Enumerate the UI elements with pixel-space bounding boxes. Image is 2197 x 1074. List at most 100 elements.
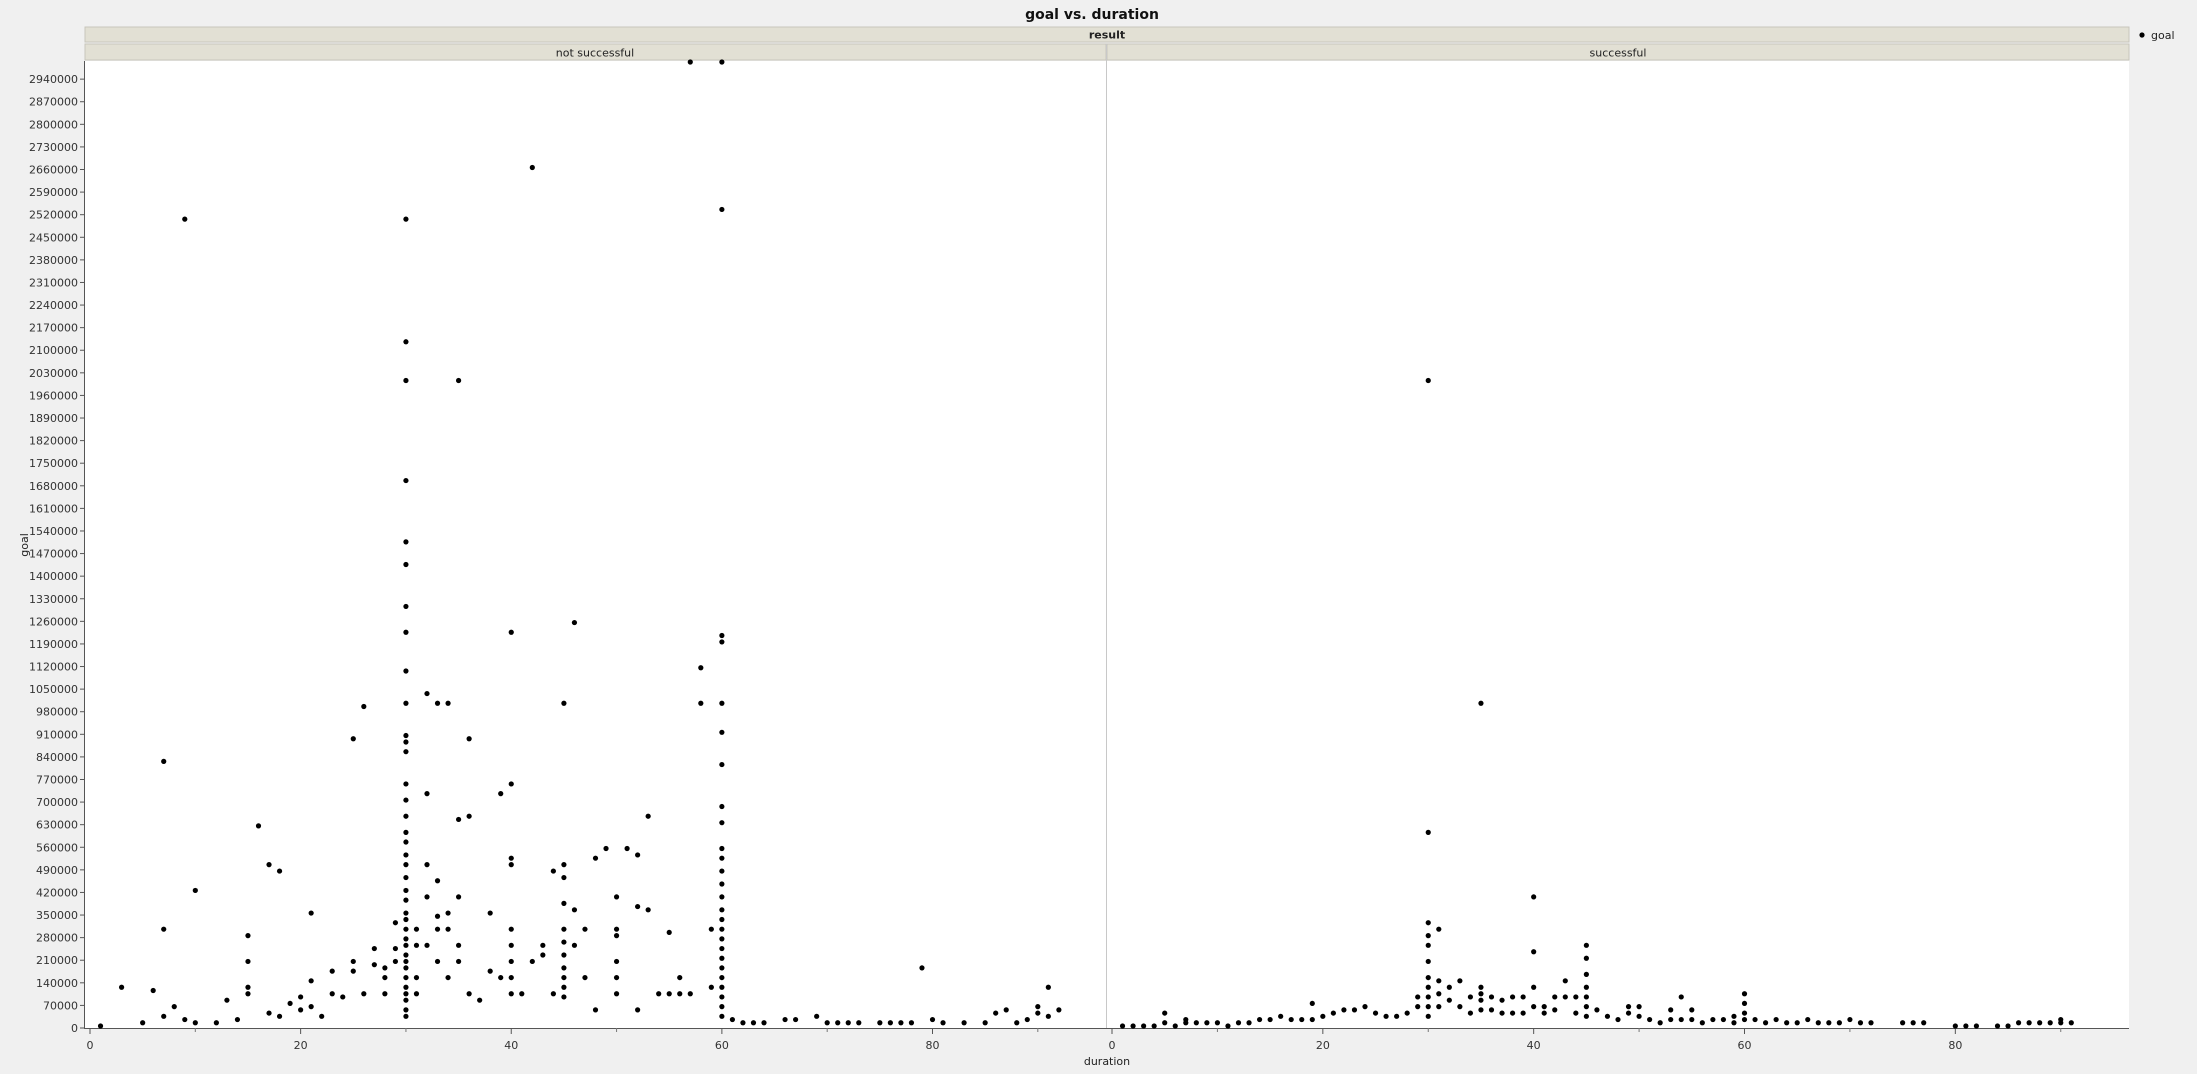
data-point (255, 823, 262, 829)
data-point (919, 965, 925, 971)
data-point (1994, 1023, 2001, 1029)
data-point (540, 952, 546, 958)
data-point (403, 910, 409, 916)
data-point (1794, 1020, 1800, 1026)
x-tick-label: 60 (715, 1039, 729, 1052)
y-tick-label: 2940000 (29, 73, 78, 86)
data-point (1562, 994, 1568, 1000)
data-point (508, 781, 514, 787)
data-point (887, 1020, 893, 1026)
data-point (719, 59, 725, 65)
data-point (1857, 1020, 1864, 1026)
y-tick-label: 2240000 (29, 299, 78, 312)
data-point (1963, 1023, 1969, 1029)
data-point (1615, 1016, 1621, 1023)
data-point (466, 736, 472, 742)
data-point (403, 477, 409, 484)
data-point (1330, 1010, 1336, 1016)
data-point (719, 894, 725, 900)
data-point (403, 668, 409, 674)
data-point (1309, 1000, 1315, 1007)
y-tick-label: 2170000 (29, 322, 78, 335)
data-point (529, 958, 535, 965)
data-point (445, 926, 451, 932)
data-point (403, 974, 409, 981)
y-tick-label: 1890000 (29, 412, 78, 425)
y-axis-label: goal (18, 533, 31, 557)
data-point (719, 907, 725, 913)
y-tick-label: 1190000 (29, 638, 78, 651)
data-point (118, 984, 125, 990)
data-point (835, 1020, 841, 1026)
data-point (403, 936, 409, 942)
data-point (192, 887, 198, 894)
data-point (1478, 1007, 1484, 1013)
data-point (508, 862, 514, 868)
data-point (1425, 829, 1431, 835)
data-point (761, 1020, 767, 1026)
data-point (1467, 1010, 1474, 1016)
data-point (1731, 1013, 1737, 1019)
data-point (1193, 1020, 1199, 1026)
data-point (361, 991, 367, 997)
data-point (1520, 1010, 1526, 1016)
y-tick-label: 2100000 (29, 344, 78, 357)
data-point (245, 984, 251, 990)
data-point (2047, 1020, 2053, 1026)
data-point (1436, 926, 1442, 932)
data-point (1003, 1007, 1009, 1013)
data-point (182, 1016, 188, 1023)
data-point (392, 958, 399, 965)
data-point (1583, 994, 1589, 1000)
data-point (1583, 1004, 1589, 1010)
data-point (1415, 1004, 1421, 1010)
data-point (1868, 1020, 1874, 1026)
data-point (1183, 1016, 1189, 1023)
data-point (1214, 1020, 1221, 1026)
data-point (508, 926, 514, 932)
data-point (382, 974, 388, 981)
data-point (1383, 1013, 1389, 1019)
data-point (1741, 1010, 1748, 1016)
group-header-label: result (1089, 29, 1125, 42)
data-point (1689, 1016, 1695, 1023)
data-point (550, 868, 556, 874)
data-point (1436, 1004, 1442, 1010)
data-point (434, 700, 441, 706)
data-point (687, 991, 693, 997)
data-point (392, 945, 399, 952)
data-point (719, 881, 725, 887)
data-point (403, 781, 409, 787)
data-point (466, 813, 472, 819)
data-point (455, 377, 462, 384)
x-axis-label: duration (1084, 1055, 1130, 1068)
data-point (719, 1013, 725, 1019)
x-tick-label: 0 (1109, 1039, 1116, 1052)
data-point (845, 1020, 851, 1026)
data-point (656, 991, 662, 997)
data-point (455, 958, 462, 965)
data-point (561, 984, 567, 990)
y-tick-label: 2450000 (29, 231, 78, 244)
data-point (97, 1023, 104, 1029)
data-point (477, 997, 483, 1003)
data-point (182, 216, 188, 222)
data-point (1341, 1007, 1347, 1013)
data-point (350, 968, 356, 974)
data-point (1520, 994, 1526, 1000)
data-point (908, 1020, 915, 1026)
x-axis-ticks: 0 20 40 60 80 0 20 40 60 80 (87, 1028, 2062, 1052)
data-point (403, 852, 409, 858)
y-tick-label: 2870000 (29, 96, 78, 109)
data-point (824, 1020, 830, 1026)
data-point (1478, 984, 1484, 990)
panel-label-not-successful: not successful (556, 47, 634, 60)
data-point (1531, 949, 1537, 955)
data-point (1689, 1007, 1695, 1013)
data-point (1457, 978, 1463, 984)
data-point (1762, 1020, 1769, 1026)
data-point (561, 874, 567, 881)
data-point (1509, 1010, 1516, 1016)
data-point (508, 958, 514, 965)
data-point (814, 1013, 820, 1019)
